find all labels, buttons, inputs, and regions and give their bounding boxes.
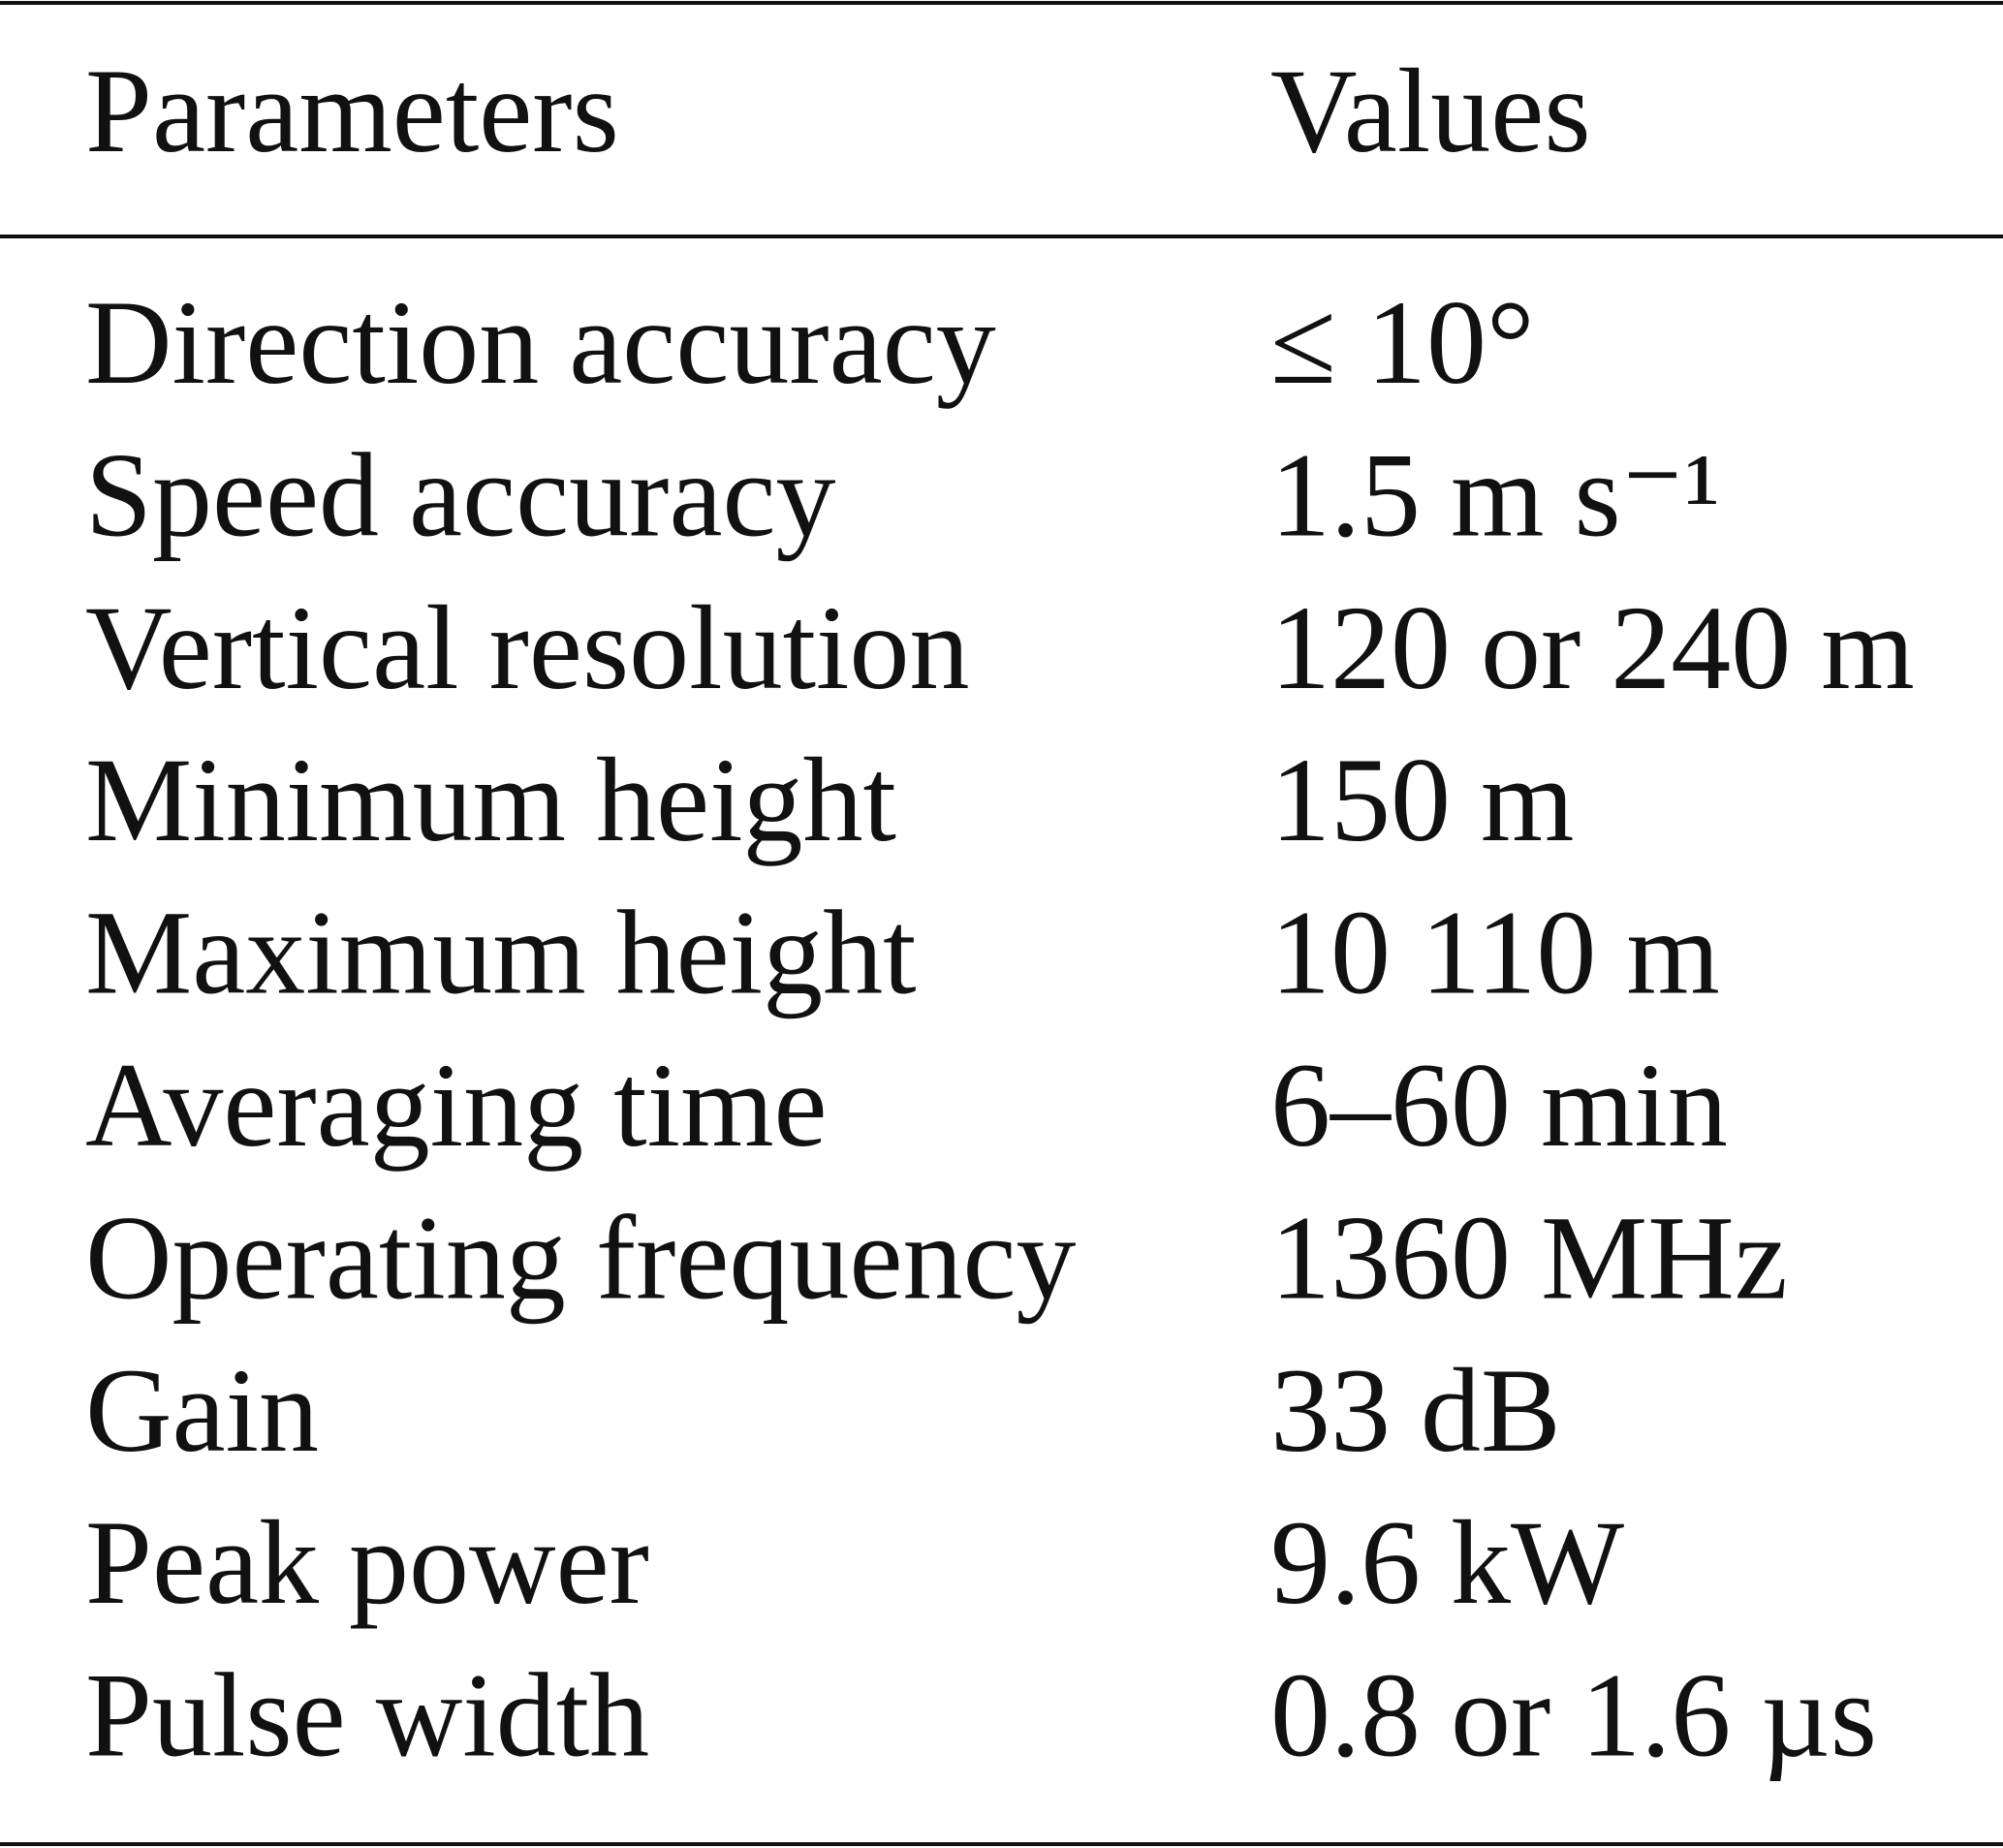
value-cell: 0.8 or 1.6 µs — [1270, 1649, 1877, 1782]
parameter-cell: Direction accuracy — [85, 276, 996, 409]
parameter-cell: Averaging time — [85, 1039, 828, 1172]
value-cell: 9.6 kW — [1270, 1496, 1624, 1629]
parameter-cell: Gain — [85, 1344, 319, 1477]
value-cell: 6–60 min — [1270, 1039, 1728, 1172]
value-cell: 150 m — [1270, 734, 1574, 866]
parameter-cell: Operating frequency — [85, 1191, 1077, 1324]
parameter-cell: Pulse width — [85, 1649, 649, 1782]
parameter-cell: Speed accuracy — [85, 428, 836, 561]
header-cell: Parameters — [85, 45, 619, 177]
parameter-cell: Vertical resolution — [85, 581, 970, 714]
value-cell: 1360 MHz — [1270, 1191, 1788, 1324]
header-cell: Values — [1270, 45, 1591, 177]
parameter-cell: Peak power — [85, 1496, 649, 1629]
parameter-cell: Minimum height — [85, 734, 896, 866]
parameter-cell: Maximum height — [85, 887, 917, 1019]
value-cell: ≤ 10° — [1270, 276, 1535, 409]
value-cell: 10 110 m — [1270, 887, 1720, 1019]
value-cell: 120 or 240 m — [1270, 581, 1915, 714]
value-cell: 33 dB — [1270, 1344, 1561, 1477]
value-cell: 1.5 m s⁻¹ — [1270, 428, 1720, 561]
